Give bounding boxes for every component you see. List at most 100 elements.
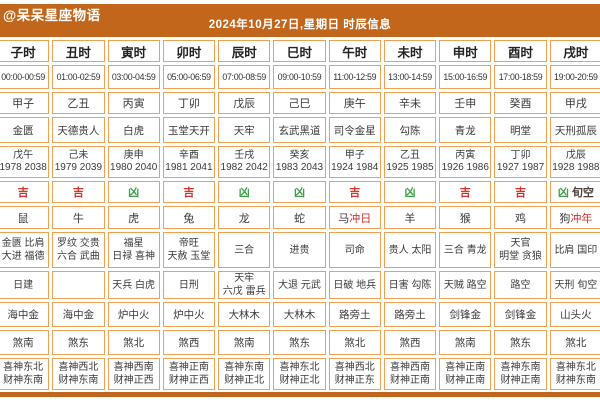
auspicious-gods-cell: 司命 [328, 232, 381, 268]
zodiac-label: 兔 [183, 212, 195, 225]
footer-bar [0, 392, 600, 397]
star-cell: 天德贵人 [52, 117, 105, 143]
year-pillar-cell: 庚申 1980 2040 [107, 146, 160, 178]
luck-cell: 吉 [162, 181, 216, 203]
deity-direction-cell: 喜神正南 财神正南 [439, 358, 492, 390]
inauspicious-gods-cell: 日建 [0, 271, 50, 299]
year-pillar-cell: 丁卯 1927 1987 [494, 146, 547, 178]
hour-name-cell: 午时 [328, 40, 381, 62]
hour-name-cell: 戌时 [549, 40, 600, 62]
inauspicious-gods-cell: 大退 元武 [273, 271, 326, 299]
ganzhi-cell: 甲子 [0, 92, 50, 114]
directions-line: 财神正东 [334, 375, 375, 386]
zodiac-cell: 蛇 [273, 206, 326, 229]
years-text: 1924 1984 [331, 162, 379, 173]
inauspicious-line: 天刑 旬空 [554, 279, 598, 291]
auspicious-line: 天赦 玉堂 [167, 251, 211, 262]
deity-direction-cell: 喜神西南 财神正西 [107, 358, 160, 390]
auspicious-gods-cell: 进贵 [273, 232, 326, 268]
inauspicious-line: 日建 [13, 279, 34, 291]
auspicious-line: 天官 [510, 238, 531, 249]
directions-line: 财神东南 [58, 375, 99, 386]
luck-label: 吉 [349, 187, 361, 199]
luck-cell: 吉 [494, 181, 547, 203]
table-row: 子时 丑时 寅时 卯时 辰时 巳时 午时 未时 申时 酉时 戌时 [0, 40, 600, 62]
luck-label: 吉 [459, 187, 471, 199]
luck-label: 凶 [238, 187, 250, 199]
year-ganzhi-text: 丙寅 [455, 149, 476, 161]
hour-name-cell: 申时 [439, 40, 492, 62]
years-text: 1979 2039 [54, 162, 103, 173]
time-range-cell: 15:00-16:59 [439, 65, 492, 89]
deity-direction-cell: 喜神西南 财神正南 [383, 358, 437, 390]
years-text: 1927 1987 [496, 162, 545, 173]
sha-direction-cell: 煞北 [107, 330, 160, 355]
deity-direction-cell: 喜神东北 财神东南 [0, 358, 50, 390]
hour-info-grid: 子时 丑时 寅时 卯时 辰时 巳时 午时 未时 申时 酉时 戌时 00:00-00:59 01:00-0… [0, 37, 600, 393]
nayin-cell: 炉中火 [107, 302, 160, 327]
zodiac-label: 鸡 [515, 212, 527, 225]
years-text: 1978 2038 [0, 162, 47, 173]
deity-direction-cell: 喜神正南 财神正西 [162, 358, 216, 390]
directions-line: 财神东南 [555, 375, 596, 386]
ganzhi-cell: 壬申 [439, 92, 492, 114]
zodiac-label: 猴 [459, 212, 471, 225]
zodiac-chong-label: 冲日 [349, 212, 372, 225]
nayin-cell: 大林木 [273, 302, 326, 327]
year-ganzhi-text: 丁卯 [510, 149, 531, 161]
luck-label: 吉 [515, 187, 527, 199]
inauspicious-gods-cell: 天贼 路空 [439, 271, 492, 299]
luck-cell: 凶 [107, 181, 160, 203]
auspicious-line: 三合 [234, 244, 255, 256]
years-text: 1983 2043 [275, 162, 324, 173]
table-row: 金匮 天德贵人 白虎 玉堂天开 天牢 玄武黑道 司令金星 勾陈 青龙 明堂 天刑孤辰 [0, 117, 600, 143]
inauspicious-gods-cell: 日刑 [162, 271, 216, 299]
years-text: 1925 1985 [386, 162, 434, 173]
ganzhi-cell: 甲戌 [549, 92, 600, 114]
sha-direction-cell: 煞南 [439, 330, 492, 355]
sha-direction-cell: 煞西 [383, 330, 437, 355]
hour-name-cell: 未时 [383, 40, 437, 62]
years-text: 1980 2040 [110, 162, 158, 173]
nayin-cell: 剑锋金 [494, 302, 547, 327]
zodiac-cell: 龙 [218, 206, 271, 229]
year-pillar-cell: 辛酉 1981 2041 [162, 146, 216, 178]
luck-cell: 吉 [52, 181, 105, 203]
zodiac-cell: 狗冲年 [549, 206, 600, 229]
table-row: 喜神东北 财神东南 喜神西北 财神东南 喜神西南 财神正西 喜神正南 财神正西 喜神东南 财神正北… [0, 358, 600, 390]
auspicious-line: 日禄 喜神 [112, 251, 156, 262]
luck-label: 凶 [293, 187, 305, 199]
zodiac-cell: 牛 [52, 206, 105, 229]
luck-cell: 凶 [383, 181, 437, 203]
nayin-cell: 炉中火 [162, 302, 216, 327]
auspicious-gods-cell: 比肩 国印 [549, 232, 600, 268]
auspicious-line: 福星 [123, 238, 144, 249]
auspicious-line: 罗纹 交贵 [57, 238, 100, 249]
sha-direction-cell: 煞南 [218, 330, 271, 355]
zodiac-cell: 鸡 [494, 206, 547, 229]
year-pillar-cell: 己未 1979 2039 [52, 146, 105, 178]
inauspicious-gods-cell: 天刑 旬空 [549, 271, 600, 299]
zodiac-label: 虎 [128, 212, 140, 225]
star-cell: 明堂 [494, 117, 547, 143]
directions-line: 喜神西北 [334, 362, 375, 373]
hour-name-cell: 子时 [0, 40, 50, 62]
sha-direction-cell: 煞东 [494, 330, 547, 355]
luck-extra-label: 旬空 [571, 187, 594, 199]
nayin-cell: 山头火 [549, 302, 600, 327]
directions-line: 喜神西北 [58, 362, 99, 373]
star-cell: 司令金星 [328, 117, 381, 143]
directions-line: 财神正南 [500, 375, 541, 386]
directions-line: 喜神东南 [224, 362, 265, 373]
time-range-cell: 17:00-18:59 [494, 65, 547, 89]
year-pillar-cell: 乙丑 1925 1985 [383, 146, 437, 178]
deity-direction-cell: 喜神东南 财神正南 [494, 358, 547, 390]
auspicious-gods-cell: 罗纹 交贵 六合 武曲 [52, 232, 105, 268]
inauspicious-gods-cell: 天兵 白虎 [107, 271, 160, 299]
table-row: 吉吉凶吉凶凶吉凶吉吉凶旬空 [0, 181, 600, 203]
time-range-cell: 00:00-00:59 [0, 65, 50, 89]
auspicious-line: 金匮 比肩 [1, 238, 45, 249]
star-cell: 玄武黑道 [273, 117, 326, 143]
table-row: 甲子 乙丑 丙寅 丁卯 戊辰 己巳 庚午 辛未 壬申 癸酉 甲戌 [0, 92, 600, 114]
auspicious-line: 进贵 [289, 244, 310, 256]
